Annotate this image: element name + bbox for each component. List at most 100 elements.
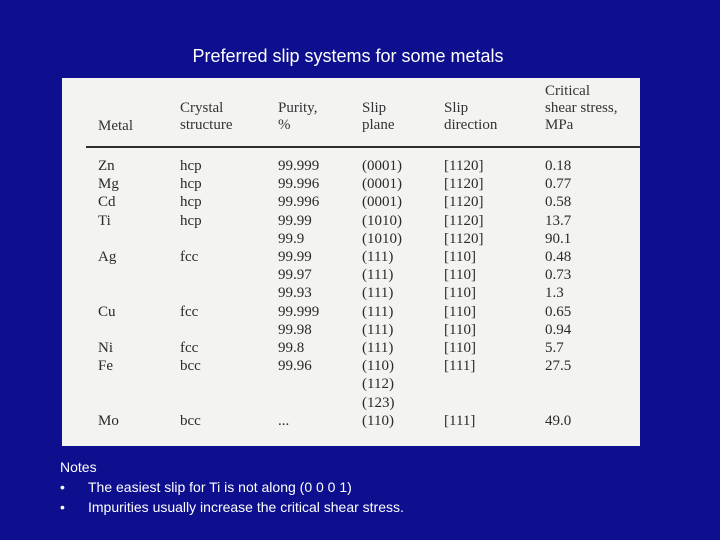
cell-slip-plane: (111) [362, 303, 394, 320]
cell-slip-direction: [1120] [444, 176, 484, 193]
cell-purity: 99.9 [278, 230, 305, 247]
cell-slip-plane: (123) [362, 394, 395, 411]
cell-purity: 99.996 [278, 194, 320, 211]
cell-metal: Ag [98, 249, 117, 265]
cell-slip-plane: (111) [362, 340, 394, 356]
cell-slip-direction: [111] [444, 358, 476, 375]
cell-critical-shear-stress: 0.18 [545, 158, 572, 174]
table-row: Mg hcp 99.996 (0001) [1120] 0.77 [62, 175, 640, 194]
header-critical-shear-stress: Critical shear stress, MPa [545, 83, 618, 133]
header-metal: Metal [98, 118, 133, 134]
header-purity: Purity, % [278, 100, 318, 133]
cell-metal: Zn [98, 158, 115, 174]
cell-crystal-structure: fcc [180, 303, 199, 320]
cell-crystal-structure: hcp [180, 158, 202, 174]
cell-slip-direction: [1120] [444, 194, 484, 211]
bullet-icon: • [60, 479, 65, 495]
cell-slip-plane: (0001) [362, 194, 402, 211]
table-row: 99.97 (111) [110] 0.73 [62, 266, 640, 285]
table-row: 99.98 (111) [110] 0.94 [62, 321, 640, 340]
cell-crystal-structure: fcc [180, 249, 199, 265]
cell-slip-direction: [110] [444, 285, 476, 302]
note-item: • The easiest slip for Ti is not along (… [60, 477, 404, 497]
table-row: Fe bcc 99.96 (110) [111] 27.5 [62, 357, 640, 376]
cell-slip-direction: [110] [444, 303, 476, 320]
cell-slip-plane: (0001) [362, 176, 402, 193]
cell-purity: 99.98 [278, 321, 312, 338]
cell-critical-shear-stress: 0.65 [545, 303, 572, 320]
cell-slip-direction: [110] [444, 340, 476, 356]
cell-metal: Ti [98, 212, 111, 229]
cell-critical-shear-stress: 27.5 [545, 358, 572, 375]
bullet-icon: • [60, 499, 65, 515]
cell-metal: Cu [98, 303, 116, 320]
table-row: Cu fcc 99.999 (111) [110] 0.65 [62, 303, 640, 322]
cell-purity: ... [278, 412, 290, 429]
cell-metal: Mo [98, 412, 119, 429]
cell-critical-shear-stress: 90.1 [545, 230, 572, 247]
cell-purity: 99.996 [278, 176, 320, 193]
cell-slip-plane: (0001) [362, 158, 402, 174]
cell-purity: 99.999 [278, 303, 320, 320]
table-row: Ag fcc 99.99 (111) [110] 0.48 [62, 248, 640, 267]
table-row: Cd hcp 99.996 (0001) [1120] 0.58 [62, 193, 640, 212]
header-slip-plane: Slip plane [362, 100, 395, 133]
cell-critical-shear-stress: 0.48 [545, 249, 572, 265]
cell-slip-direction: [110] [444, 249, 476, 265]
cell-metal: Mg [98, 176, 119, 193]
table-row: Ni fcc 99.8 (111) [110] 5.7 [62, 339, 640, 358]
cell-metal: Cd [98, 194, 116, 211]
cell-slip-direction: [110] [444, 321, 476, 338]
header-rule [86, 146, 640, 148]
cell-slip-plane: (111) [362, 285, 394, 302]
cell-slip-direction: [1120] [444, 212, 484, 229]
table-row: Ti hcp 99.99 (1010) [1120] 13.7 [62, 212, 640, 231]
note-item: • Impurities usually increase the critic… [60, 497, 404, 517]
header-slip-direction: Slip direction [444, 100, 498, 133]
cell-purity: 99.99 [278, 212, 312, 229]
table-row: 99.93 (111) [110] 1.3 [62, 284, 640, 303]
table-row: Mo bcc... (110) [111] 49.0 [62, 412, 640, 431]
cell-crystal-structure: bcc [180, 412, 201, 429]
cell-critical-shear-stress: 0.58 [545, 194, 572, 211]
cell-purity: 99.97 [278, 267, 312, 284]
cell-purity: 99.96 [278, 358, 312, 375]
cell-slip-plane: (111) [362, 267, 394, 284]
slide-title: Preferred slip systems for some metals [192, 46, 504, 66]
cell-slip-direction: [111] [444, 412, 476, 429]
cell-slip-direction: [1120] [444, 230, 484, 247]
cell-metal: Fe [98, 358, 113, 375]
cell-critical-shear-stress: 13.7 [545, 212, 572, 229]
cell-crystal-structure: hcp [180, 194, 202, 211]
cell-slip-plane: (1010) [362, 212, 402, 229]
table-row: (123) [62, 394, 640, 413]
cell-purity: 99.999 [278, 158, 320, 174]
cell-purity: 99.93 [278, 285, 312, 302]
cell-slip-direction: [1120] [444, 158, 484, 174]
cell-slip-direction: [110] [444, 267, 476, 284]
slip-systems-table: Metal Crystal structure Purity, % Slip p… [62, 78, 640, 446]
cell-purity: 99.8 [278, 340, 305, 356]
cell-critical-shear-stress: 5.7 [545, 340, 564, 356]
note-text: The easiest slip for Ti is not along (0 … [88, 479, 352, 495]
cell-critical-shear-stress: 0.77 [545, 176, 572, 193]
cell-critical-shear-stress: 49.0 [545, 412, 572, 429]
table-row: 99.9 (1010) [1120] 90.1 [62, 230, 640, 249]
cell-purity: 99.99 [278, 249, 312, 265]
cell-slip-plane: (111) [362, 321, 394, 338]
header-crystal-structure: Crystal structure [180, 100, 233, 133]
note-text: Impurities usually increase the critical… [88, 499, 404, 515]
cell-slip-plane: (110) [362, 358, 394, 375]
cell-crystal-structure: fcc [180, 340, 199, 356]
cell-slip-plane: (111) [362, 249, 394, 265]
cell-critical-shear-stress: 0.73 [545, 267, 572, 284]
table-row: Zn hcp 99.999 (0001) [1120] 0.18 [62, 157, 640, 176]
cell-slip-plane: (1010) [362, 230, 402, 247]
cell-slip-plane: (112) [362, 376, 394, 393]
cell-crystal-structure: hcp [180, 176, 202, 193]
cell-critical-shear-stress: 1.3 [545, 285, 564, 302]
cell-slip-plane: (110) [362, 412, 394, 429]
cell-metal: Ni [98, 340, 113, 356]
notes-heading: Notes [60, 459, 97, 475]
notes-section: Notes • The easiest slip for Ti is not a… [60, 457, 404, 517]
